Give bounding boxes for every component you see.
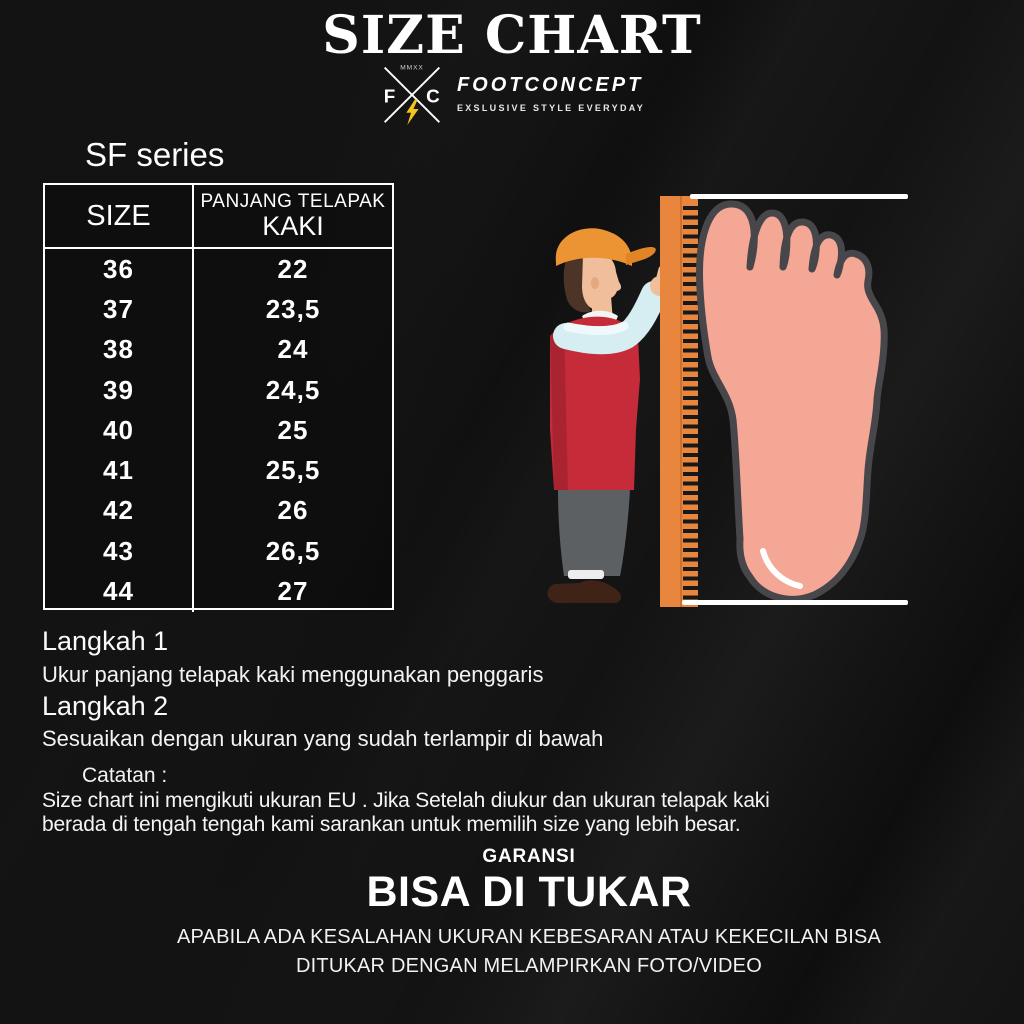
- table-row: 44 27: [45, 571, 392, 612]
- vest: [550, 316, 640, 490]
- logo-text-block: FOOTCONCEPT EXSLUSIVE STYLE EVERYDAY: [457, 74, 645, 113]
- cross-line: [383, 66, 440, 123]
- length-cell: 24: [277, 334, 309, 365]
- size-table-header: SIZE PANJANG TELAPAK KAKI: [45, 185, 392, 249]
- note-label: Catatan :: [82, 764, 168, 787]
- ruler: [660, 196, 698, 607]
- sleeve-highlight: [563, 321, 629, 336]
- guarantee-eyebrow: GARANSI: [482, 846, 576, 867]
- table-row: 42 26: [45, 490, 392, 532]
- sleeve-arm: [553, 281, 667, 355]
- note-line1: Size chart ini mengikuti ukuran EU . Jik…: [42, 789, 770, 812]
- table-row: 38 24: [45, 329, 392, 370]
- foot-outline: [696, 200, 888, 603]
- brand-name: FOOTCONCEPT: [456, 73, 644, 96]
- guarantee-line2: DITUKAR DENGAN MELAMPIRKAN FOTO/VIDEO: [296, 955, 762, 978]
- length-header-line2: KAKI: [262, 210, 324, 241]
- size-table: SIZE PANJANG TELAPAK KAKI 36 22 37 23,5 38 24…: [43, 183, 394, 612]
- ruler-ticks: [683, 206, 698, 605]
- guarantee-line1: APABILA ADA KESALAHAN UKURAN KEBESARAN A…: [176, 926, 882, 949]
- size-column-header: SIZE: [45, 185, 194, 247]
- guarantee-headline: BISA DI TUKAR: [366, 868, 692, 916]
- lightning-bolt-icon: [406, 99, 419, 126]
- measure-line-bottom: [682, 600, 908, 605]
- page-title: SIZE CHART: [322, 5, 702, 66]
- length-header-line1: PANJANG TELAPAK: [200, 190, 386, 212]
- ruler-edge-line: [680, 196, 682, 607]
- foot-sole-illustration: [696, 200, 888, 603]
- size-table-rows: 36 22 37 23,5 38 24 39 24,5 40 25 41 25,5 42 26 43 26,5…: [45, 249, 392, 612]
- length-cell: 24,5: [265, 374, 321, 405]
- size-cell: 43: [45, 531, 194, 572]
- table-row: 43 26,5: [45, 531, 392, 572]
- table-row: 41 25,5: [45, 450, 392, 491]
- length-cell: 26: [277, 495, 309, 526]
- length-column-header: PANJANG TELAPAK KAKI: [194, 185, 392, 247]
- length-cell: 27: [277, 576, 309, 607]
- series-label: SF series: [85, 136, 225, 173]
- cap: [555, 228, 632, 266]
- size-cell: 44: [45, 571, 194, 612]
- measure-line-top: [690, 194, 908, 199]
- fc-monogram-icon: MMXX F C: [383, 64, 440, 126]
- size-cell: 40: [45, 410, 194, 451]
- cap-brim: [626, 246, 656, 265]
- guarantee-block: GARANSI BISA DI TUKAR APABILA ADA KESALA…: [34, 846, 1024, 981]
- logo-letter-f: F: [384, 85, 396, 106]
- size-cell: 41: [45, 450, 194, 491]
- length-cell: 25,5: [265, 455, 321, 486]
- shoe: [547, 580, 622, 603]
- brand-tagline: EXSLUSIVE STYLE EVERYDAY: [456, 102, 646, 113]
- length-cell: 26,5: [265, 535, 321, 566]
- table-row: 36 22: [45, 249, 392, 290]
- table-row: 40 25: [45, 410, 392, 451]
- step2-title: Langkah 2: [42, 691, 169, 721]
- step1-description: Ukur panjang telapak kaki menggunakan pe…: [42, 662, 544, 687]
- size-cell: 37: [45, 289, 194, 330]
- length-cell: 23,5: [265, 293, 321, 324]
- size-cell: 36: [45, 249, 194, 290]
- note-text: Size chart ini mengikuti ukuran EU . Jik…: [42, 789, 770, 837]
- size-cell: 39: [45, 369, 194, 411]
- length-cell: 25: [277, 414, 309, 445]
- pants: [558, 490, 630, 576]
- heel-highlight: [760, 548, 803, 589]
- brand-logo: MMXX F C FOOTCONCEPT EXSLUSIVE STYLE EVE…: [0, 60, 1024, 126]
- note-line2: berada di tengah tengah kami sarankan un…: [42, 813, 741, 836]
- step1-title: Langkah 1: [42, 626, 169, 656]
- logo-letter-c: C: [426, 85, 440, 106]
- table-row: 37 23,5: [45, 289, 392, 330]
- length-cell: 22: [277, 253, 309, 284]
- face: [582, 251, 622, 311]
- measuring-person-illustration: [547, 228, 670, 603]
- table-row: 39 24,5: [45, 369, 392, 411]
- vest-shadow: [550, 324, 568, 490]
- size-cell: 38: [45, 329, 194, 370]
- logo-year-text: MMXX: [400, 64, 424, 71]
- ear: [591, 277, 599, 289]
- sock-cuff: [568, 570, 604, 579]
- step2-description: Sesuaikan dengan ukuran yang sudah terla…: [42, 726, 604, 751]
- size-cell: 42: [45, 490, 194, 532]
